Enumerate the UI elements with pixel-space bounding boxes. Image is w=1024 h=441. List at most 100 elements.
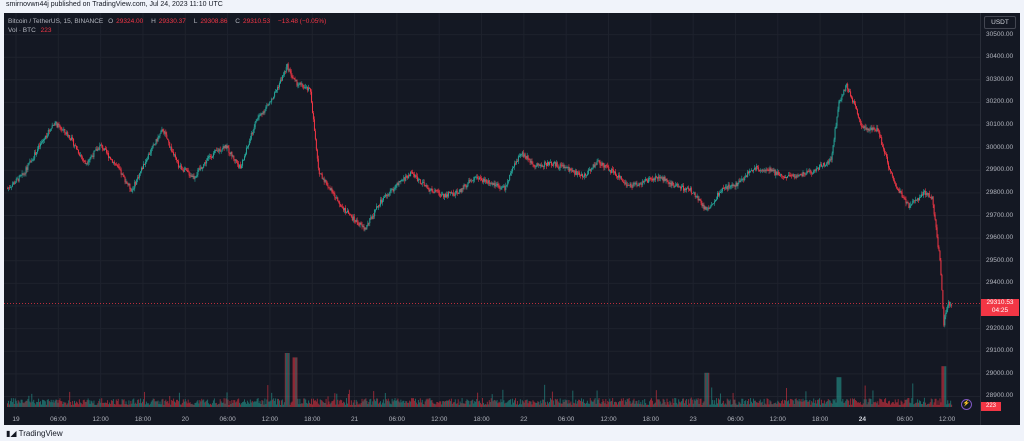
time-tick: 12:00 xyxy=(769,416,786,423)
volume-bar xyxy=(142,401,144,407)
volume-bar xyxy=(80,403,82,407)
volume-bar xyxy=(178,392,180,407)
candle-body xyxy=(471,180,473,182)
volume-bar xyxy=(334,393,336,407)
currency-button[interactable]: USDT xyxy=(984,16,1016,29)
candle-body xyxy=(113,161,115,164)
volume-bar xyxy=(679,401,681,407)
candle-body xyxy=(413,173,415,175)
volume-bar xyxy=(843,402,845,407)
volume-bar xyxy=(428,398,430,407)
volume-bar xyxy=(518,403,520,407)
volume-bar xyxy=(288,353,290,407)
candle-body xyxy=(938,247,940,251)
volume-bar xyxy=(51,402,53,407)
volume-bar xyxy=(343,401,345,407)
lightning-icon[interactable]: ⚡ xyxy=(961,399,972,410)
volume-badge: 223 xyxy=(981,402,1001,411)
volume-bar xyxy=(598,398,600,407)
candle-body xyxy=(431,188,433,192)
candle-body xyxy=(437,190,439,192)
price-scale[interactable] xyxy=(980,13,1021,425)
volume-bar xyxy=(129,404,131,407)
volume-bar xyxy=(183,401,185,407)
volume-bar xyxy=(947,400,949,407)
candle-body xyxy=(469,180,471,182)
candle-body xyxy=(613,169,615,173)
volume-bar xyxy=(53,402,55,407)
volume-bar xyxy=(825,401,827,407)
candle-body xyxy=(399,181,401,183)
candle-body xyxy=(311,102,313,113)
candle-body xyxy=(14,182,16,184)
chart-legend: Bitcoin / TetherUS, 15, BINANCE O 29324.0… xyxy=(8,17,329,35)
volume-bar xyxy=(778,401,780,407)
volume-bar xyxy=(140,398,142,407)
candle-body xyxy=(793,174,795,178)
volume-bar xyxy=(750,398,752,407)
time-tick: 21 xyxy=(350,416,359,423)
candle-body xyxy=(54,122,56,126)
volume-bar xyxy=(624,400,626,407)
volume-bar xyxy=(869,398,871,407)
candle-body xyxy=(633,183,635,185)
volume-bar xyxy=(738,401,740,407)
candle-body xyxy=(214,150,216,152)
candle-body xyxy=(777,171,779,175)
candle-body xyxy=(148,154,150,155)
volume-bar xyxy=(939,398,941,407)
volume-bar xyxy=(135,402,137,407)
candle-body xyxy=(470,180,472,182)
volume-bar xyxy=(368,401,370,407)
volume-bar xyxy=(353,399,355,407)
volume-bar xyxy=(725,404,727,407)
candle-body xyxy=(88,159,90,163)
candle-body xyxy=(514,163,516,167)
volume-bar xyxy=(246,400,248,407)
candle-body xyxy=(426,185,428,188)
symbol-label[interactable]: Bitcoin / TetherUS, 15, BINANCE xyxy=(8,18,104,25)
volume-bar xyxy=(350,400,352,407)
candle-body xyxy=(283,71,285,75)
volume-bar xyxy=(854,400,856,407)
candle-body xyxy=(528,159,530,161)
time-tick: 18:00 xyxy=(473,416,490,423)
candle-body xyxy=(487,180,489,183)
candle-body xyxy=(110,159,112,161)
published-text: smirnovwn44j published on TradingView.co… xyxy=(6,1,223,8)
volume-bar xyxy=(572,390,574,407)
volume-bar xyxy=(137,399,139,407)
candle-body xyxy=(78,153,80,156)
candle-body xyxy=(861,126,863,127)
candle-body xyxy=(249,138,251,142)
volume-bar xyxy=(648,404,650,407)
candle-body xyxy=(650,178,652,180)
chart-frame[interactable]: Bitcoin / TetherUS, 15, BINANCE O 29324.0… xyxy=(4,13,1020,425)
volume-bar xyxy=(304,398,306,407)
volume-bar xyxy=(884,399,886,407)
volume-bar xyxy=(97,403,99,407)
candlestick-chart[interactable] xyxy=(4,13,980,425)
volume-bar xyxy=(7,403,8,407)
volume-bar xyxy=(509,399,511,407)
candle-body xyxy=(108,157,110,158)
volume-bar xyxy=(459,401,461,407)
volume-bar xyxy=(645,402,647,407)
volume-bar xyxy=(272,399,274,407)
volume-label[interactable]: Vol · BTC xyxy=(8,27,36,34)
candle-body xyxy=(672,181,674,185)
volume-bar xyxy=(587,403,589,407)
candle-body xyxy=(151,146,153,149)
candle-body xyxy=(462,188,464,190)
volume-bar xyxy=(814,403,816,407)
volume-bar xyxy=(301,403,303,407)
tradingview-logo[interactable]: ▮◢ TradingView xyxy=(6,429,63,438)
candle-body xyxy=(410,171,412,177)
volume-bar xyxy=(32,401,34,407)
price-tick: 29500.00 xyxy=(986,256,1014,264)
volume-bar xyxy=(930,398,932,407)
volume-bar xyxy=(876,403,878,407)
volume-bar xyxy=(390,404,392,407)
candle-body xyxy=(845,85,847,91)
volume-bar xyxy=(747,400,749,407)
